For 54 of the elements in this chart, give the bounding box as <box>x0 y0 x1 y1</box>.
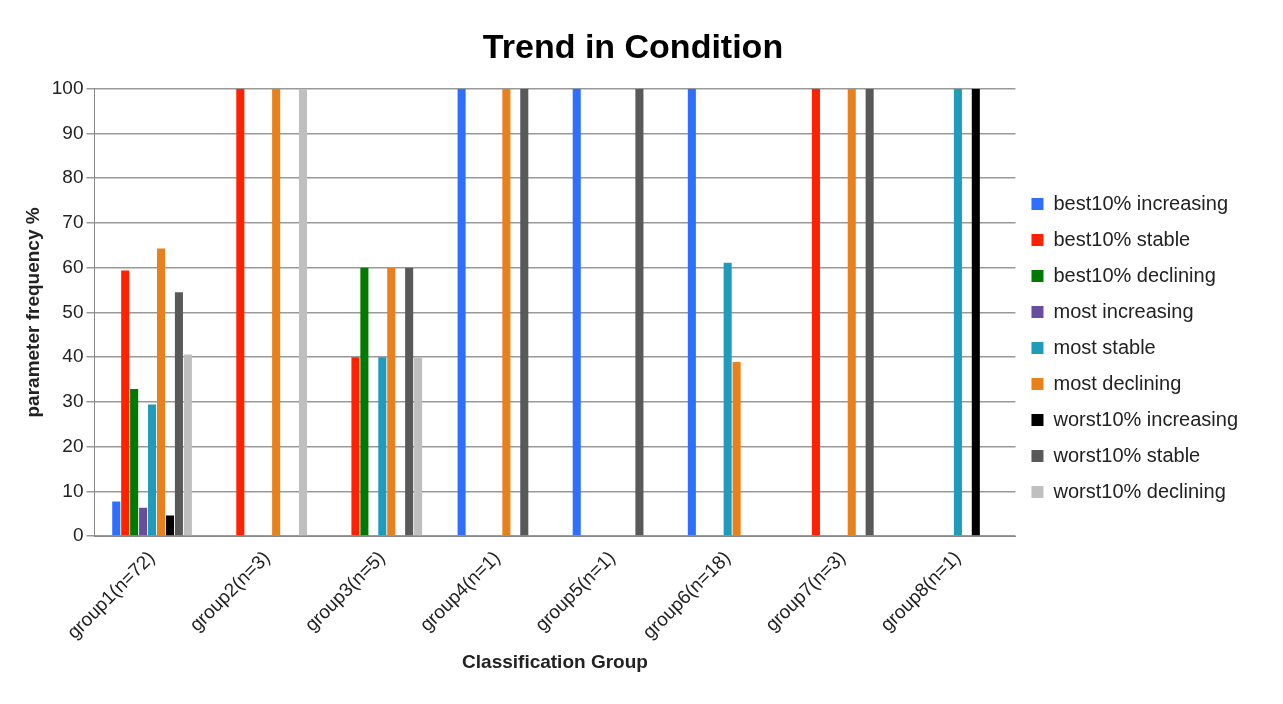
bar <box>732 362 741 536</box>
y-tick-label: 30 <box>62 390 84 412</box>
y-tick-label: 90 <box>62 121 84 143</box>
bar <box>405 267 414 536</box>
bar <box>953 88 962 536</box>
bar <box>378 357 387 536</box>
legend-label: worst10% increasing <box>1052 407 1238 430</box>
y-tick-label: 20 <box>62 434 84 456</box>
bar <box>236 88 245 536</box>
y-tick-label: 10 <box>62 479 84 501</box>
bar <box>723 262 732 536</box>
bar <box>572 88 581 536</box>
chart-title: Trend in Condition <box>482 26 784 65</box>
bar <box>457 88 466 536</box>
y-tick-label: 60 <box>62 255 84 277</box>
legend-label: best10% declining <box>1053 263 1216 286</box>
bar <box>112 501 121 536</box>
bar <box>148 404 157 536</box>
legend-label: best10% increasing <box>1053 191 1229 214</box>
bar <box>174 292 183 536</box>
y-tick-label: 50 <box>62 300 84 322</box>
y-tick-label: 70 <box>62 211 84 233</box>
bar <box>165 515 174 536</box>
bar <box>635 88 644 536</box>
bar <box>121 270 130 536</box>
bar <box>811 88 820 536</box>
bar <box>156 248 166 536</box>
legend-label: best10% stable <box>1053 227 1191 250</box>
x-axis-title: Classification Group <box>462 650 648 672</box>
bar <box>298 88 308 536</box>
y-tick-label: 100 <box>51 77 84 99</box>
bar <box>414 357 423 536</box>
bar <box>502 88 511 536</box>
bar <box>847 88 856 536</box>
legend-label: worst10% stable <box>1052 443 1201 466</box>
bar <box>865 88 874 536</box>
legend-label: most stable <box>1053 335 1156 358</box>
bar <box>351 357 360 536</box>
bar <box>520 88 529 536</box>
y-axis-title: parameter frequency % <box>21 207 43 418</box>
legend-label: most declining <box>1053 371 1182 394</box>
bar <box>272 88 281 536</box>
legend-label: worst10% declining <box>1052 479 1226 502</box>
y-tick-label: 0 <box>72 524 84 546</box>
bar <box>971 88 980 536</box>
bar <box>360 267 369 536</box>
legend-label: most increasing <box>1053 299 1194 322</box>
bar <box>183 354 192 536</box>
bar <box>130 388 139 536</box>
bar <box>139 507 148 536</box>
y-tick-label: 80 <box>62 166 84 188</box>
bar <box>687 88 696 536</box>
bar <box>387 267 396 536</box>
y-tick-label: 40 <box>62 345 84 367</box>
